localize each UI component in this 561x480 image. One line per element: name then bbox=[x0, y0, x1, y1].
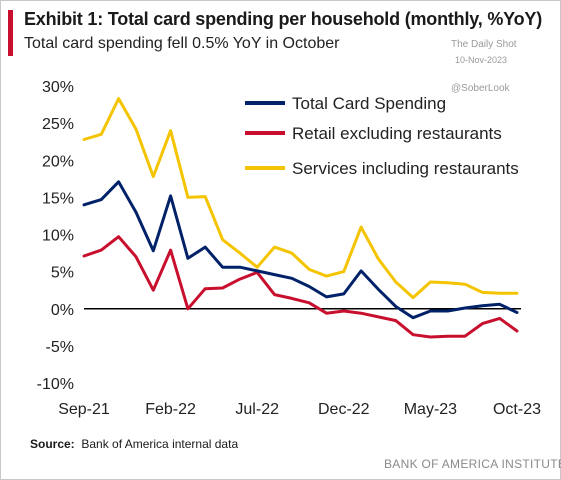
brand-footer: BANK OF AMERICA INSTITUTE bbox=[384, 457, 561, 471]
x-tick-label: Oct-23 bbox=[493, 401, 541, 418]
y-tick-label: 25% bbox=[42, 116, 74, 133]
title-accent-bar bbox=[8, 10, 13, 56]
source-text: Bank of America internal data bbox=[81, 437, 239, 451]
legend-label: Total Card Spending bbox=[292, 94, 446, 113]
y-tick-label: 0% bbox=[51, 302, 74, 319]
legend-label: Retail excluding restaurants bbox=[292, 124, 502, 143]
series-line-services-including-restaurants bbox=[82, 97, 519, 300]
series-line-retail-excluding-restaurants bbox=[82, 235, 519, 339]
y-tick-label: 30% bbox=[42, 79, 74, 96]
source-note: Source: Bank of America internal data bbox=[30, 437, 238, 451]
y-tick-label: -5% bbox=[46, 339, 74, 356]
y-tick-label: 15% bbox=[42, 190, 74, 207]
watermark-date: 10-Nov-2023 bbox=[455, 55, 508, 65]
y-tick-label: -10% bbox=[37, 376, 74, 393]
y-tick-label: 5% bbox=[51, 265, 74, 282]
source-label: Source: bbox=[30, 437, 75, 451]
x-tick-label: Dec-22 bbox=[318, 401, 370, 418]
y-tick-label: 20% bbox=[42, 153, 74, 170]
x-tick-label: Feb-22 bbox=[145, 401, 196, 418]
chart-title: Exhibit 1: Total card spending per house… bbox=[24, 9, 543, 29]
x-tick-label: Jul-22 bbox=[235, 401, 279, 418]
y-tick-label: 10% bbox=[42, 228, 74, 245]
legend-label: Services including restaurants bbox=[292, 159, 519, 178]
watermark-source: The Daily Shot bbox=[451, 39, 517, 50]
series-line-total-card-spending bbox=[82, 180, 519, 320]
x-tick-label: May-23 bbox=[404, 401, 457, 418]
watermark-handle: @SoberLook bbox=[451, 83, 510, 94]
chart-subtitle: Total card spending fell 0.5% YoY in Oct… bbox=[24, 35, 340, 52]
x-tick-label: Sep-21 bbox=[58, 401, 110, 418]
